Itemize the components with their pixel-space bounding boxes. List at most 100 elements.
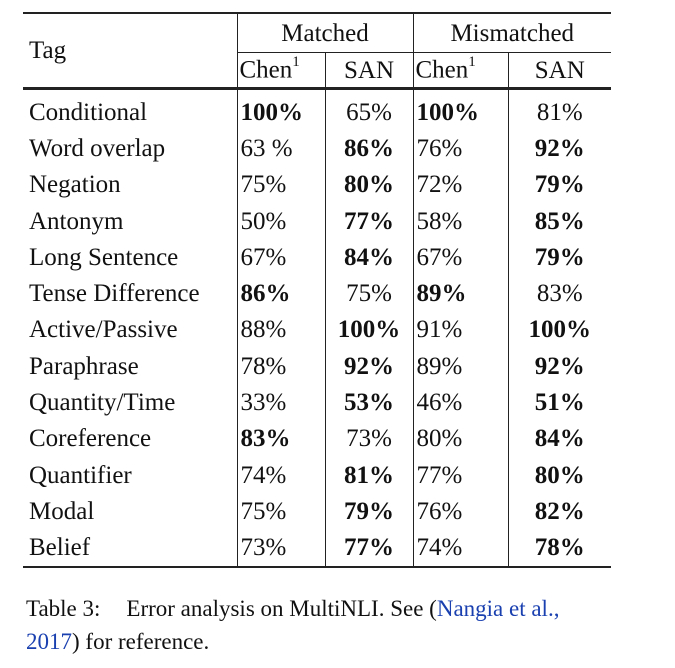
footnote-marker: 1 xyxy=(292,54,300,71)
matched-chen-cell: 83% xyxy=(236,420,325,457)
mismatched-san-cell: 92% xyxy=(507,130,611,167)
table-row: Modal 75% 79% 76% 82% xyxy=(23,493,611,530)
matched-san-cell: 84% xyxy=(324,239,413,276)
table-caption: Table 3: Error analysis on MultiNLI. See … xyxy=(26,592,606,658)
mismatched-chen-cell: 89% xyxy=(412,348,508,385)
matched-chen-cell: 78% xyxy=(236,348,325,385)
matched-chen-cell: 67% xyxy=(236,239,325,276)
matched-san-cell: 77% xyxy=(324,202,413,240)
matched-chen-cell: 75% xyxy=(236,493,325,530)
mismatched-chen-cell: 91% xyxy=(412,311,508,349)
row-tag: Word overlap xyxy=(29,134,166,162)
row-tag: Quantifier xyxy=(29,461,132,489)
mismatched-chen-cell: 100% xyxy=(412,94,508,131)
matched-san-cell: 75% xyxy=(324,275,413,312)
matched-chen-cell: 50% xyxy=(236,202,325,240)
matched-chen-cell: 86% xyxy=(236,275,325,312)
matched-san-cell: 81% xyxy=(324,456,413,494)
mismatched-san-cell: 80% xyxy=(507,456,611,494)
tag-column-header: Tag xyxy=(23,12,237,88)
mismatched-san-cell: 83% xyxy=(507,275,611,312)
mismatched-san-cell: 82% xyxy=(507,493,611,530)
mismatched-san-cell: 81% xyxy=(507,94,611,131)
header-rule xyxy=(23,87,611,90)
matched-chen-cell: 74% xyxy=(236,456,325,494)
mismatched-san-header: SAN xyxy=(507,52,611,88)
table-row: Coreference 83% 73% 80% 84% xyxy=(23,420,611,457)
table-row: Negation 75% 80% 72% 79% xyxy=(23,166,611,203)
chen-label: Chen xyxy=(239,56,293,84)
chen-label: Chen xyxy=(415,56,469,84)
table-row: Tense Difference 86% 75% 89% 83% xyxy=(23,275,611,312)
results-table-container: Tag Matched Mismatched Chen1 SAN Chen1 S… xyxy=(23,12,611,568)
mismatched-chen-cell: 89% xyxy=(412,275,508,312)
matched-san-cell: 65% xyxy=(324,94,413,131)
mismatched-san-cell: 51% xyxy=(507,384,611,421)
matched-chen-cell: 75% xyxy=(236,166,325,203)
matched-san-cell: 80% xyxy=(324,166,413,203)
mismatched-san-cell: 92% xyxy=(507,348,611,385)
mismatched-chen-cell: 72% xyxy=(412,166,508,203)
header-rule-thin xyxy=(23,89,611,94)
matched-chen-cell: 33% xyxy=(236,384,325,421)
matched-chen-cell: 73% xyxy=(236,529,325,568)
row-tag: Active/Passive xyxy=(29,316,178,344)
row-tag: Modal xyxy=(29,497,95,525)
table-body: Conditional 100% 65% 100% 81% Word overlap 63 … xyxy=(23,94,611,568)
caption-label: Table 3: xyxy=(26,596,101,621)
matched-chen-cell: 63 % xyxy=(236,130,325,167)
table-row: Conditional 100% 65% 100% 81% xyxy=(23,94,611,131)
mismatched-chen-cell: 46% xyxy=(412,384,508,421)
row-tag: Negation xyxy=(29,171,121,199)
matched-san-cell: 86% xyxy=(324,130,413,167)
mismatched-chen-cell: 58% xyxy=(412,202,508,240)
row-tag: Belief xyxy=(23,529,237,568)
mismatched-chen-cell: 74% xyxy=(412,529,508,568)
matched-san-cell: 77% xyxy=(324,529,413,568)
table-row: Active/Passive 88% 100% 91% 100% xyxy=(23,311,611,349)
table-row: Long Sentence 67% 84% 67% 79% xyxy=(23,239,611,276)
row-tag: Tense Difference xyxy=(29,280,200,308)
mismatched-chen-cell: 76% xyxy=(412,130,508,167)
table-row: Word overlap 63 % 86% 76% 92% xyxy=(23,130,611,167)
matched-chen-cell: 100% xyxy=(236,94,325,131)
mismatched-chen-cell: 76% xyxy=(412,493,508,530)
caption-text-end: ) for reference. xyxy=(72,629,210,654)
row-tag: Conditional xyxy=(29,98,148,126)
matched-chen-cell: 88% xyxy=(236,311,325,349)
mismatched-chen-header: Chen1 xyxy=(412,52,508,88)
mismatched-san-cell: 79% xyxy=(507,166,611,203)
table-row: Quantifier 74% 81% 77% 80% xyxy=(23,456,611,494)
matched-chen-header: Chen1 xyxy=(236,52,325,88)
table-row: Paraphrase 78% 92% 89% 92% xyxy=(23,348,611,385)
error-analysis-table: Tag Matched Mismatched Chen1 SAN Chen1 S… xyxy=(23,12,611,568)
row-tag: Paraphrase xyxy=(29,352,139,380)
mismatched-san-cell: 84% xyxy=(507,420,611,457)
citation-link[interactable]: Nangia et al., 2017 xyxy=(26,596,560,654)
table-row: Belief 73% 77% 74% 78% xyxy=(23,529,611,568)
row-tag: Quantity/Time xyxy=(29,389,176,417)
mismatched-group-header: Mismatched xyxy=(412,12,611,53)
mismatched-san-cell: 100% xyxy=(507,311,611,349)
row-tag: Coreference xyxy=(29,425,152,453)
mismatched-san-cell: 78% xyxy=(507,529,611,568)
mismatched-chen-cell: 77% xyxy=(412,456,508,494)
table-row: Antonym 50% 77% 58% 85% xyxy=(23,202,611,240)
mismatched-san-cell: 85% xyxy=(507,202,611,240)
matched-san-cell: 100% xyxy=(324,311,413,349)
footnote-marker: 1 xyxy=(468,54,476,71)
table-row: Quantity/Time 33% 53% 46% 51% xyxy=(23,384,611,421)
matched-san-cell: 79% xyxy=(324,493,413,530)
header-row-models: Chen1 SAN Chen1 SAN xyxy=(23,52,611,88)
caption-text: Error analysis on MultiNLI. See ( xyxy=(126,596,437,621)
mismatched-chen-cell: 80% xyxy=(412,420,508,457)
matched-san-header: SAN xyxy=(324,52,413,88)
matched-san-cell: 92% xyxy=(324,348,413,385)
mismatched-chen-cell: 67% xyxy=(412,239,508,276)
mismatched-san-cell: 79% xyxy=(507,239,611,276)
matched-san-cell: 53% xyxy=(324,384,413,421)
matched-group-header: Matched xyxy=(236,12,413,53)
row-tag: Long Sentence xyxy=(29,243,179,271)
row-tag: Antonym xyxy=(29,207,124,235)
matched-san-cell: 73% xyxy=(324,420,413,457)
